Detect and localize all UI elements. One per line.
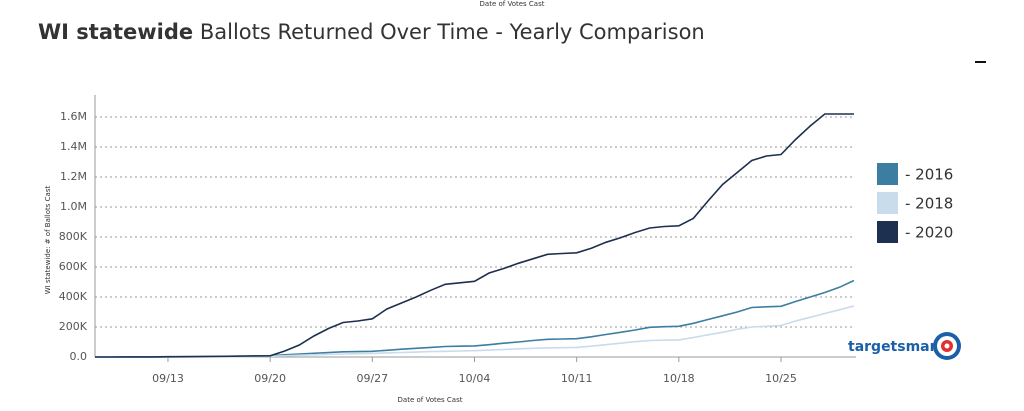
- y-tick-label: 600K: [59, 260, 88, 273]
- x-tick-label: 09/13: [152, 372, 184, 385]
- legend-swatch: [877, 192, 898, 214]
- legend-swatch: [877, 221, 898, 243]
- y-tick-label: 1.0M: [60, 200, 87, 213]
- legend-label: - 2020: [905, 224, 953, 242]
- legend-label: - 2018: [905, 195, 953, 213]
- x-tick-label: 09/27: [356, 372, 388, 385]
- x-axis-label: Date of Votes Cast: [398, 396, 463, 404]
- x-tick-label: 10/04: [459, 372, 491, 385]
- top-label: Date of Votes Cast: [480, 0, 545, 8]
- chart-title: WI statewide Ballots Returned Over Time …: [38, 20, 705, 44]
- y-tick-label: 800K: [59, 230, 88, 243]
- series-line: [95, 113, 854, 358]
- title-prefix: WI statewide: [38, 20, 193, 44]
- logo-text: targetsmart: [848, 339, 944, 355]
- y-tick-label: 200K: [59, 320, 88, 333]
- logo-icon: [933, 332, 961, 360]
- menu-dash[interactable]: [975, 61, 986, 63]
- y-tick-label: 1.4M: [60, 140, 87, 153]
- y-tick-label: 400K: [59, 290, 88, 303]
- x-tick-label: 09/20: [254, 372, 286, 385]
- y-tick-label: 1.6M: [60, 110, 87, 123]
- x-tick-label: 10/25: [765, 372, 797, 385]
- legend-label: - 2016: [905, 166, 953, 184]
- x-tick-label: 10/18: [663, 372, 695, 385]
- x-tick-label: 10/11: [561, 372, 593, 385]
- legend-swatch: [877, 163, 898, 185]
- y-tick-label: 0.0: [70, 350, 88, 363]
- series-line: [95, 279, 855, 358]
- title-main: Ballots Returned Over Time - Yearly Comp…: [200, 20, 705, 44]
- y-axis-label: WI statewide: # of Ballots Cast: [44, 186, 52, 295]
- series-line: [95, 305, 855, 358]
- y-tick-label: 1.2M: [60, 170, 87, 183]
